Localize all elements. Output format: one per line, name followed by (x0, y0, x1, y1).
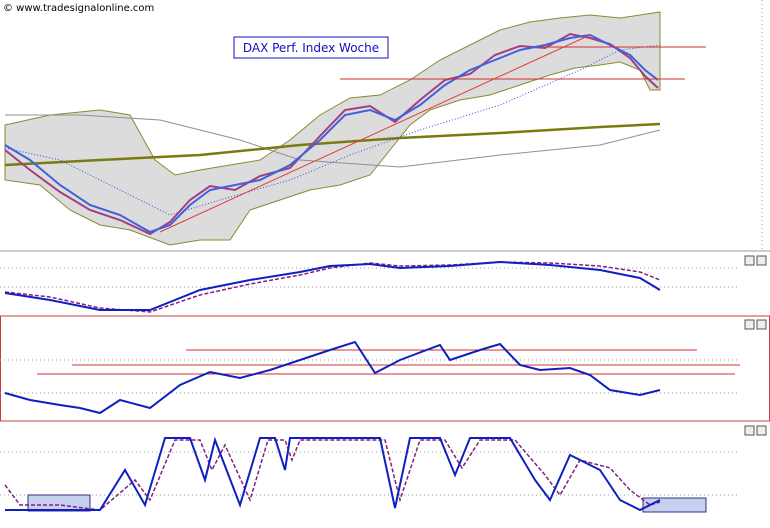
minimize-button[interactable] (744, 319, 755, 330)
dotted-average (4, 44, 661, 216)
trend-line (159, 34, 591, 233)
stochastic-line (5, 436, 661, 512)
stochastic-panel (0, 436, 740, 513)
average-line (4, 33, 659, 234)
zone-box (27, 494, 91, 512)
olive-average (4, 122, 661, 167)
copyright: © www.tradesignalonline.com (3, 3, 154, 14)
chart-title: DAX Perf. Index Woche (243, 41, 379, 55)
long-average (5, 114, 661, 168)
oscillator-panel (0, 340, 740, 415)
close-button[interactable] (756, 255, 767, 266)
indicator-panel (0, 260, 740, 313)
indicator-line (4, 260, 661, 311)
minimize-button[interactable] (744, 255, 755, 266)
oscillator-line (4, 340, 661, 415)
close-button[interactable] (756, 425, 767, 436)
stochastic-signal (4, 439, 661, 511)
price-panel: DAX Perf. Index Woche © www.tradesignalo… (3, 3, 706, 246)
title-box (233, 36, 389, 59)
close-button[interactable] (756, 319, 767, 330)
panel-controls (744, 255, 767, 436)
minimize-button[interactable] (744, 425, 755, 436)
